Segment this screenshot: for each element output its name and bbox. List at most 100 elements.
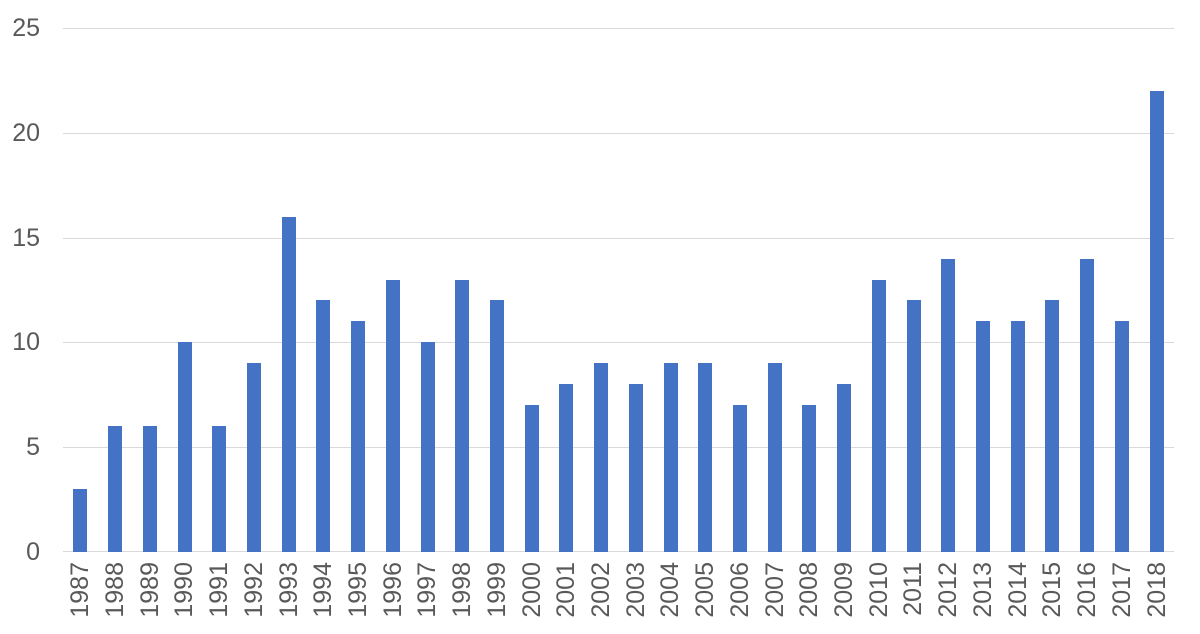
bar-1989 — [142, 426, 157, 552]
x-tick-cell-1999: 1999 — [480, 562, 515, 618]
bar-2003 — [628, 384, 643, 552]
x-tick-cell-2011: 2011 — [896, 562, 931, 618]
bar-slot-1993 — [271, 28, 306, 552]
bar-slot-2015 — [1035, 28, 1070, 552]
bar-1988 — [108, 426, 123, 552]
x-tick-label-2006: 2006 — [725, 562, 754, 618]
x-tick-cell-1995: 1995 — [341, 562, 376, 618]
x-tick-label-2010: 2010 — [864, 562, 893, 618]
bar-slot-2002 — [584, 28, 619, 552]
bars — [63, 28, 1174, 552]
bar-slot-2000 — [514, 28, 549, 552]
bar-slot-1999 — [480, 28, 515, 552]
bar-slot-2018 — [1139, 28, 1174, 552]
x-tick-label-2002: 2002 — [587, 562, 616, 618]
gridline-20 — [63, 132, 1174, 134]
x-tick-cell-1992: 1992 — [237, 562, 272, 618]
x-tick-cell-2008: 2008 — [792, 562, 827, 618]
x-tick-cell-1994: 1994 — [306, 562, 341, 618]
bar-2013 — [976, 321, 991, 552]
bar-slot-2013 — [966, 28, 1001, 552]
x-axis: 1987 1988 1989 1990 1991 1992 1993 1994 1995 1996… — [63, 562, 1174, 618]
bar-2018 — [1149, 90, 1164, 552]
x-tick-label-1992: 1992 — [239, 562, 268, 618]
gridline-15 — [63, 237, 1174, 239]
y-tick-label-0: 0 — [26, 538, 40, 566]
x-tick-label-1999: 1999 — [482, 562, 511, 618]
x-tick-cell-2013: 2013 — [966, 562, 1001, 618]
bar-1994 — [316, 300, 331, 552]
x-tick-cell-1993: 1993 — [271, 562, 306, 618]
bar-slot-2001 — [549, 28, 584, 552]
x-tick-label-2009: 2009 — [830, 562, 859, 618]
x-tick-cell-2004: 2004 — [653, 562, 688, 618]
x-tick-label-2000: 2000 — [517, 562, 546, 618]
bar-1999 — [489, 300, 504, 552]
bar-slot-2010 — [862, 28, 897, 552]
gridline-25 — [63, 28, 1174, 29]
x-tick-cell-1987: 1987 — [63, 562, 98, 618]
bar-2004 — [663, 363, 678, 552]
x-tick-label-2015: 2015 — [1038, 562, 1067, 618]
bar-slot-2011 — [896, 28, 931, 552]
x-tick-cell-2012: 2012 — [931, 562, 966, 618]
bar-2014 — [1010, 321, 1025, 552]
x-tick-label-1991: 1991 — [205, 562, 234, 618]
x-tick-cell-1990: 1990 — [167, 562, 202, 618]
x-tick-label-2013: 2013 — [968, 562, 997, 618]
gridlines — [63, 28, 1174, 552]
bar-2008 — [802, 405, 817, 552]
y-tick-label-25: 25 — [12, 14, 40, 42]
x-tick-cell-1997: 1997 — [410, 562, 445, 618]
bar-1996 — [385, 279, 400, 552]
bar-slot-1998 — [445, 28, 480, 552]
x-tick-label-1993: 1993 — [274, 562, 303, 618]
x-tick-label-1998: 1998 — [448, 562, 477, 618]
bar-1991 — [212, 426, 227, 552]
bar-2000 — [524, 405, 539, 552]
y-tick-label-20: 20 — [12, 118, 40, 147]
x-tick-cell-2002: 2002 — [584, 562, 619, 618]
bar-slot-1989 — [132, 28, 167, 552]
bar-slot-2006 — [723, 28, 758, 552]
bar-slot-2016 — [1070, 28, 1105, 552]
x-tick-cell-2018: 2018 — [1139, 562, 1174, 618]
gridline-5 — [63, 447, 1174, 449]
bar-slot-2008 — [792, 28, 827, 552]
x-tick-cell-2000: 2000 — [514, 562, 549, 618]
x-tick-label-1995: 1995 — [343, 562, 372, 618]
bar-1995 — [351, 321, 366, 552]
x-tick-label-2007: 2007 — [760, 562, 789, 618]
plot-area — [63, 28, 1174, 552]
x-tick-cell-1998: 1998 — [445, 562, 480, 618]
bar-2011 — [906, 300, 921, 552]
bar-slot-1991 — [202, 28, 237, 552]
x-tick-label-2008: 2008 — [795, 562, 824, 618]
bar-2012 — [941, 258, 956, 552]
x-tick-cell-2009: 2009 — [827, 562, 862, 618]
bar-2009 — [837, 384, 852, 552]
gridline-10 — [63, 342, 1174, 344]
bar-1998 — [455, 279, 470, 552]
bar-slot-2014 — [1000, 28, 1035, 552]
x-tick-label-1987: 1987 — [66, 562, 95, 618]
x-tick-label-2018: 2018 — [1142, 562, 1171, 618]
x-tick-cell-2006: 2006 — [723, 562, 758, 618]
y-tick-label-5: 5 — [26, 433, 40, 462]
x-tick-cell-1991: 1991 — [202, 562, 237, 618]
bar-slot-2004 — [653, 28, 688, 552]
bar-2017 — [1114, 321, 1129, 552]
gridline-0 — [63, 551, 1174, 552]
x-tick-label-2003: 2003 — [621, 562, 650, 618]
bar-1990 — [177, 342, 192, 552]
x-tick-cell-2007: 2007 — [757, 562, 792, 618]
x-tick-cell-2003: 2003 — [619, 562, 654, 618]
bar-1997 — [420, 342, 435, 552]
x-tick-cell-2010: 2010 — [862, 562, 897, 618]
bar-slot-2017 — [1105, 28, 1140, 552]
bar-2007 — [767, 363, 782, 552]
x-tick-label-2001: 2001 — [552, 562, 581, 618]
bar-slot-2009 — [827, 28, 862, 552]
x-tick-label-2011: 2011 — [899, 562, 928, 616]
